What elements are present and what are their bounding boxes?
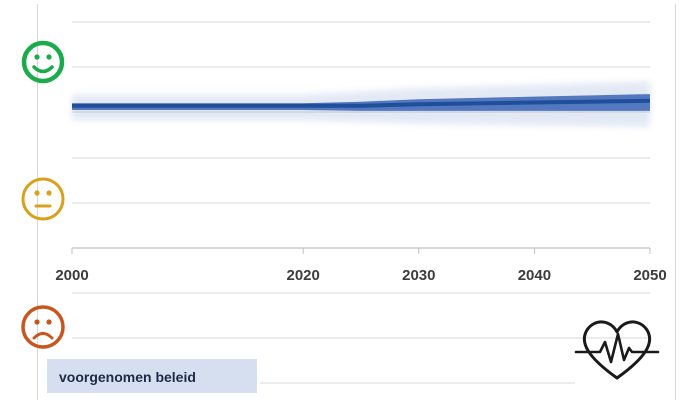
x-tick-label: 2050 (633, 267, 666, 284)
x-ticks: 2000 2020 2030 2040 2050 (55, 248, 667, 284)
sad-face-icon (21, 305, 65, 349)
neutral-face-icon (21, 177, 65, 221)
series-line (72, 98, 651, 108)
gridlines (72, 21, 650, 384)
legend-label: voorgenomen beleid (59, 369, 196, 385)
x-tick-label: 2040 (518, 267, 551, 284)
legend-swatch (47, 359, 257, 393)
legend: voorgenomen beleid (47, 359, 257, 393)
happy-face-icon (21, 40, 65, 84)
x-tick-label: 2020 (287, 267, 320, 284)
x-tick-label: 2000 (55, 267, 88, 284)
x-tick-label: 2030 (402, 267, 435, 284)
chart-frame (37, 4, 676, 400)
heart-pulse-icon (574, 320, 660, 380)
